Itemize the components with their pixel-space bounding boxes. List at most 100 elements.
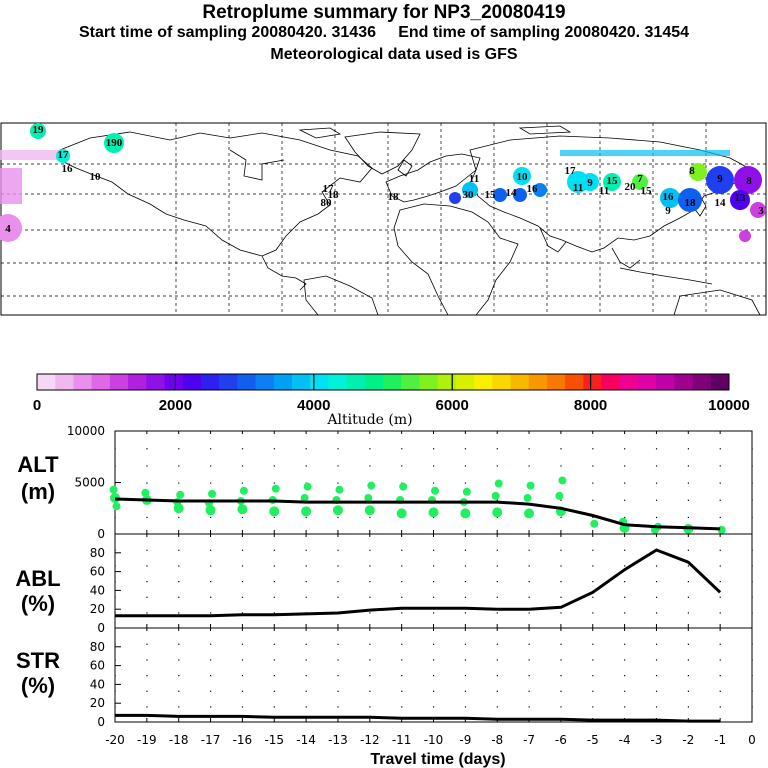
series-line-alt [114, 497, 721, 531]
panel-unit: (m) [21, 479, 55, 504]
map-label: 80 [321, 197, 333, 209]
sampling-times: Start time of sampling 20080420. 31436 E… [78, 24, 690, 41]
alt-scatter-point [364, 493, 373, 502]
panel-label: ALT [17, 452, 59, 477]
alt-scatter-point [431, 486, 439, 495]
colorbar-cell [310, 374, 329, 390]
alt-scatter-point [239, 486, 248, 495]
panel-label: STR [16, 648, 60, 673]
map-label: 16 [663, 191, 675, 203]
alt-scatter-point [364, 505, 375, 516]
plume-markers [0, 123, 766, 242]
colorbar-cell [637, 374, 657, 390]
map-label: 17 [565, 165, 577, 177]
panel-abl: 0 20 40 60 80 ABL(%) [15, 533, 753, 635]
alt-scatter-point [526, 481, 535, 490]
x-tick-label: -9 [459, 733, 471, 747]
map-label: 18 [685, 197, 697, 209]
alt-scatter-point [428, 507, 439, 518]
x-tick-label: -18 [169, 733, 189, 747]
map-label: 9 [665, 205, 671, 217]
colorbar-label: Altitude (m) [326, 412, 412, 428]
alt-scatter-point [208, 489, 217, 498]
map-label: 18 [388, 191, 400, 203]
alt-scatter-point [269, 506, 280, 517]
map-label: 17 [58, 149, 70, 161]
panel-str: 0 20 40 60 80 STR(%) [16, 627, 753, 729]
map-label: 7 [637, 173, 643, 185]
colorbar-cell [219, 374, 238, 390]
map-label: 9 [717, 173, 723, 185]
x-tick-label: -4 [619, 733, 631, 747]
colorbar-cell [73, 374, 93, 390]
alt-scatter-point [524, 508, 535, 519]
colorbar-cell [437, 374, 457, 390]
map-label: 10 [90, 171, 102, 183]
map-label: 17 [323, 183, 335, 195]
alt-scatter-point [237, 504, 248, 515]
map-label: 3 [758, 205, 764, 217]
colorbar-cell [674, 374, 694, 390]
alt-scatter-point [555, 491, 564, 500]
colorbar-cell [91, 374, 111, 390]
colorbar-cell [291, 374, 311, 390]
y-tick-label: 40 [90, 583, 105, 597]
alt-scatter-point [396, 508, 407, 519]
y-tick-label: 20 [90, 696, 105, 710]
map-label: 8 [689, 165, 695, 177]
x-axis-label: Travel time (days) [370, 751, 505, 768]
colorbar-tick-label: 8000 [574, 397, 607, 414]
x-tick-label: -12 [360, 733, 380, 747]
y-tick-label: 20 [90, 602, 105, 616]
map-label: 20 [625, 181, 637, 193]
colorbar-cell [146, 374, 165, 390]
y-tick-label: 80 [90, 640, 105, 654]
colorbar-cell [546, 374, 566, 390]
alt-scatter-point [462, 487, 471, 496]
colorbar-cell [237, 374, 257, 390]
y-tick-label: 60 [90, 659, 105, 673]
y-tick-label: 0 [97, 621, 105, 635]
alt-scatter-point [301, 506, 312, 517]
colorbar-cell [200, 374, 220, 390]
alt-scatter-point [399, 482, 408, 491]
alt-scatter-point [300, 493, 309, 502]
series-line-str [115, 713, 721, 723]
alt-scatter-point [271, 484, 280, 493]
y-tick-label: 5000 [74, 476, 105, 490]
alt-scatter-point [112, 502, 121, 511]
x-tick-label: -2 [682, 733, 694, 747]
x-tick-label: 0 [748, 733, 756, 747]
colorbar-cell [692, 374, 712, 390]
alt-scatter-point [173, 503, 184, 514]
y-tick-label: 40 [90, 677, 105, 691]
map-label: 190 [106, 137, 123, 149]
panel-unit: (%) [21, 673, 55, 698]
x-tick-label: -10 [424, 733, 444, 747]
met-data-note: Meteorological data used is GFS [270, 46, 518, 63]
map-label: 18 [328, 189, 340, 201]
alt-scatter-point [558, 476, 567, 485]
y-tick-label: 80 [90, 546, 105, 560]
colorbar-cell [455, 374, 475, 390]
colorbar-cell [492, 374, 511, 390]
colorbar-tick-label: 6000 [436, 397, 469, 414]
colorbar-tick-label: 0 [33, 397, 41, 414]
colorbar-cell [109, 374, 129, 390]
y-tick-label: 60 [90, 565, 105, 579]
alt-scatter-point [303, 482, 312, 491]
colorbar-cell [710, 374, 730, 390]
map-label: 11 [573, 182, 583, 194]
coastlines [59, 125, 761, 316]
x-axis: -20 -19 -18 -17 -16 -15 -14 -13 -12 -11 -10 -9 -8 -7-… [105, 733, 756, 768]
map-label: 16 [62, 163, 74, 175]
colorbar-cell [474, 374, 493, 390]
x-tick-label: -19 [137, 733, 157, 747]
x-tick-label: -11 [392, 733, 412, 747]
map-label: 13 [735, 192, 747, 204]
map-label: 10 [517, 171, 529, 183]
map-label: 15 [607, 175, 619, 187]
